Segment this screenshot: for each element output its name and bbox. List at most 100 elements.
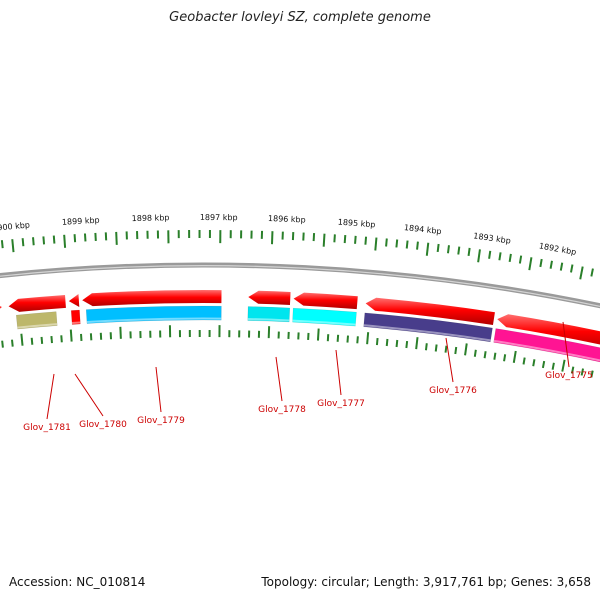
scale-tick bbox=[63, 234, 67, 248]
scale-tick bbox=[446, 245, 450, 254]
scale-tick bbox=[322, 233, 326, 247]
gene-label: Glov_1775 bbox=[545, 371, 593, 381]
cds-feature bbox=[293, 292, 358, 310]
inner-scale-tick bbox=[483, 351, 487, 359]
kbp-label: 1896 kbp bbox=[268, 214, 306, 225]
cds-feature bbox=[248, 290, 291, 305]
scale-tick bbox=[488, 250, 492, 259]
inner-scale-tick bbox=[356, 336, 359, 344]
scale-tick bbox=[333, 234, 336, 243]
kbp-label: 1897 kbp bbox=[200, 213, 238, 222]
scale-tick bbox=[374, 237, 378, 251]
scale-tick bbox=[395, 239, 399, 248]
inner-scale-tick bbox=[570, 366, 575, 374]
inner-scale-tick bbox=[405, 340, 409, 349]
scale-tick bbox=[115, 231, 118, 245]
inner-scale-tick bbox=[580, 368, 585, 376]
scale-tick bbox=[590, 268, 594, 277]
backbone-highlight bbox=[0, 265, 600, 308]
gene-feature bbox=[363, 312, 493, 343]
map-title: Geobacter lovleyi SZ, complete genome bbox=[169, 10, 431, 25]
gene-feature bbox=[15, 311, 58, 330]
inner-scale-tick bbox=[590, 370, 594, 378]
scale-tick bbox=[579, 266, 584, 280]
inner-scale-tick bbox=[503, 354, 507, 362]
cds-feature bbox=[497, 314, 600, 345]
gene-shading bbox=[17, 323, 58, 329]
gene-feature bbox=[70, 309, 81, 325]
inner-scale-tick bbox=[30, 337, 34, 345]
scale-tick bbox=[467, 247, 471, 257]
kbp-label: 1892 kbp bbox=[538, 241, 577, 257]
inner-scale-tick bbox=[493, 352, 497, 360]
inner-scale-tick bbox=[336, 334, 340, 342]
inner-scale-tick bbox=[464, 343, 468, 356]
gene-label-leader bbox=[155, 366, 162, 413]
scale-tick bbox=[52, 235, 56, 244]
gene-feature bbox=[85, 305, 222, 324]
genome-summary: Topology: circular; Length: 3,917,761 bp… bbox=[261, 575, 591, 589]
inner-scale-tick bbox=[551, 362, 555, 370]
gene-feature bbox=[247, 306, 291, 323]
inner-scale-tick bbox=[69, 329, 73, 342]
inner-scale-tick bbox=[541, 360, 546, 369]
scale-tick bbox=[477, 249, 481, 263]
scale-tick bbox=[528, 257, 533, 271]
scale-tick bbox=[385, 238, 388, 247]
gene-label-leader bbox=[445, 337, 454, 383]
scale-tick bbox=[364, 236, 368, 245]
inner-scale-tick bbox=[434, 344, 438, 352]
scale-tick bbox=[539, 258, 543, 268]
gene-label-leader bbox=[562, 321, 570, 368]
scale-tick bbox=[498, 252, 502, 261]
gene-shading bbox=[86, 317, 222, 324]
inner-scale-tick bbox=[561, 359, 566, 372]
gene-label-leader bbox=[275, 356, 283, 402]
inner-scale-tick bbox=[454, 346, 458, 355]
cds-feature bbox=[0, 306, 2, 309]
inner-scale-tick bbox=[532, 359, 536, 367]
accession-text: Accession: NC_010814 bbox=[9, 575, 146, 589]
gene-label: Glov_1777 bbox=[317, 399, 365, 409]
inner-scale-tick bbox=[415, 337, 419, 350]
scale-tick bbox=[518, 255, 523, 264]
inner-scale-tick bbox=[473, 349, 477, 357]
kbp-label: 1895 kbp bbox=[337, 217, 375, 229]
inner-scale-tick bbox=[11, 339, 14, 347]
cds-feature bbox=[8, 294, 66, 312]
inner-scale-tick bbox=[385, 338, 389, 347]
scale-tick bbox=[457, 246, 461, 255]
scale-tick bbox=[508, 253, 512, 263]
cds-feature bbox=[365, 297, 495, 326]
cds-feature bbox=[82, 289, 222, 307]
scale-tick bbox=[549, 260, 553, 269]
inner-scale-tick bbox=[346, 335, 349, 343]
inner-scale-tick bbox=[424, 343, 428, 351]
gene-shading bbox=[247, 318, 290, 322]
scale-tick bbox=[559, 262, 564, 271]
inner-scale-tick bbox=[40, 336, 44, 344]
inner-scale-tick bbox=[50, 336, 53, 344]
scale-tick bbox=[32, 237, 35, 246]
gene-shading bbox=[292, 319, 356, 326]
gene-label-leader bbox=[335, 349, 342, 396]
inner-scale-tick bbox=[522, 357, 526, 365]
kbp-label: 1900 kbp bbox=[0, 220, 30, 233]
scale-tick bbox=[570, 264, 574, 273]
gene-label: Glov_1776 bbox=[429, 386, 477, 396]
scale-tick bbox=[42, 236, 46, 245]
scale-tick bbox=[21, 238, 25, 247]
inner-scale-tick bbox=[375, 337, 379, 346]
scale-tick bbox=[73, 234, 77, 243]
gene-label: Glov_1780 bbox=[79, 420, 127, 430]
scale-tick bbox=[354, 235, 357, 244]
inner-scale-tick bbox=[119, 326, 122, 339]
kbp-label: 1894 kbp bbox=[404, 223, 442, 236]
gene-feature bbox=[493, 328, 600, 363]
gene-feature bbox=[292, 307, 357, 327]
inner-scale-tick bbox=[1, 340, 4, 348]
scale-tick bbox=[416, 241, 419, 250]
inner-scale-tick bbox=[395, 339, 399, 348]
kbp-label: 1893 kbp bbox=[473, 231, 512, 245]
kbp-label: 1899 kbp bbox=[62, 216, 100, 227]
